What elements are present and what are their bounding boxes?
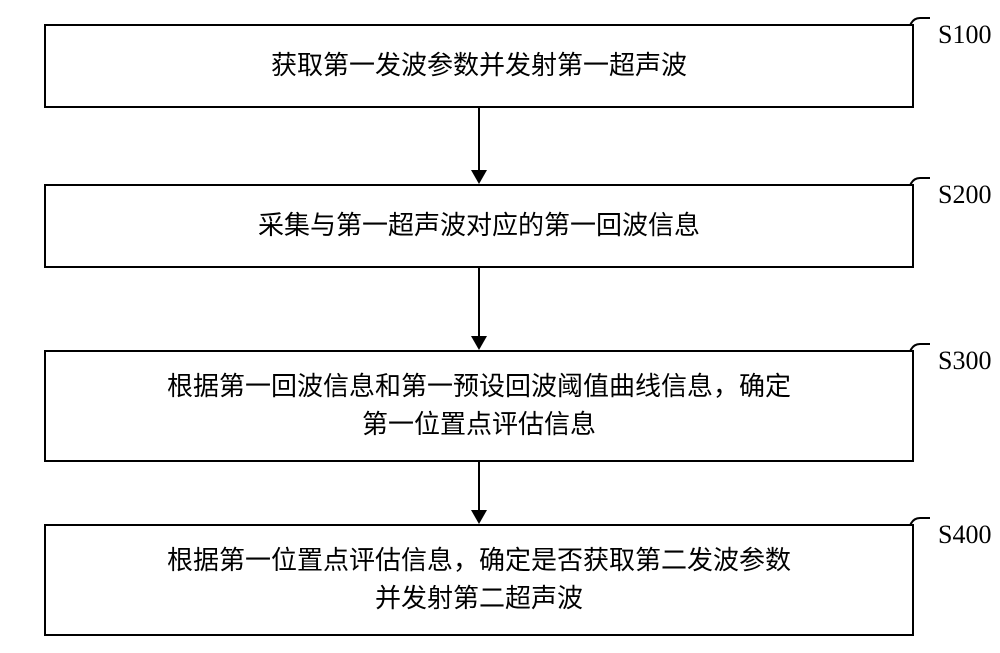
step-label-s100: S100 xyxy=(938,20,991,50)
step-box-s300: 根据第一回波信息和第一预设回波阈值曲线信息，确定第一位置点评估信息 xyxy=(44,350,914,462)
step-box-s100: 获取第一发波参数并发射第一超声波 xyxy=(44,24,914,108)
step-text: 采集与第一超声波对应的第一回波信息 xyxy=(258,207,700,245)
step-label-s200: S200 xyxy=(938,180,991,210)
step-text: 获取第一发波参数并发射第一超声波 xyxy=(271,47,687,85)
step-text: 根据第一位置点评估信息，确定是否获取第二发波参数并发射第二超声波 xyxy=(167,542,791,617)
step-box-s400: 根据第一位置点评估信息，确定是否获取第二发波参数并发射第二超声波 xyxy=(44,524,914,636)
arrow-head-icon xyxy=(471,336,487,350)
step-text: 根据第一回波信息和第一预设回波阈值曲线信息，确定第一位置点评估信息 xyxy=(167,368,791,443)
arrow-head-icon xyxy=(471,510,487,524)
arrow-head-icon xyxy=(471,170,487,184)
step-label-s400: S400 xyxy=(938,520,991,550)
step-label-s300: S300 xyxy=(938,346,991,376)
step-box-s200: 采集与第一超声波对应的第一回波信息 xyxy=(44,184,914,268)
flowchart-canvas: 获取第一发波参数并发射第一超声波 S100 采集与第一超声波对应的第一回波信息 S20… xyxy=(0,0,1000,653)
